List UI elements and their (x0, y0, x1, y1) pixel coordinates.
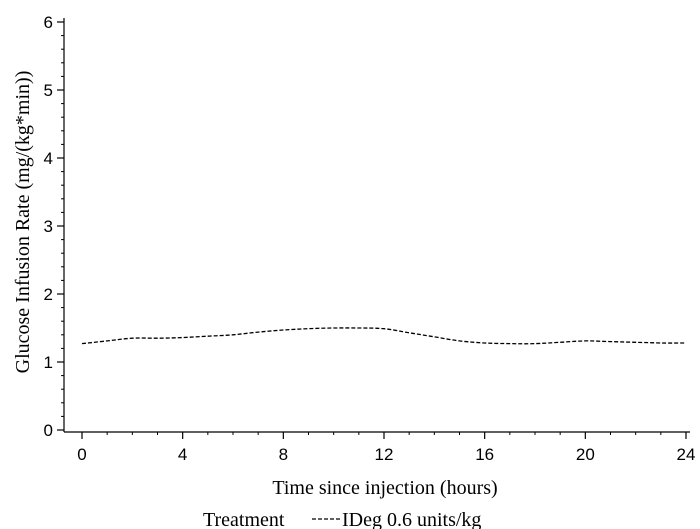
series-layer (81, 327, 687, 345)
x-tick-label: 12 (375, 445, 394, 464)
y-tick-label: 5 (44, 81, 53, 100)
legend-entry: IDeg 0.6 units/kg (342, 509, 481, 529)
legend: Treatment IDeg 0.6 units/kg (203, 509, 481, 529)
x-tick-label: 20 (576, 445, 595, 464)
x-tick-label: 24 (677, 445, 696, 464)
y-tick-label: 1 (44, 353, 53, 372)
series-line-0 (81, 327, 687, 345)
x-tick-label: 16 (475, 445, 494, 464)
y-axis-title: Glucose Infusion Rate (mg/(kg*min)) (12, 71, 34, 374)
y-axis-ticks: 0 1 2 3 4 5 6 (44, 13, 64, 440)
plot-area (63, 18, 690, 433)
y-tick-label: 3 (44, 217, 53, 236)
y-tick-label: 6 (44, 13, 53, 32)
y-tick-label: 0 (44, 421, 53, 440)
legend-title: Treatment (203, 509, 285, 529)
x-tick-label: 8 (279, 445, 288, 464)
x-axis-title: Time since injection (hours) (272, 477, 497, 499)
y-tick-label: 2 (44, 285, 53, 304)
x-axis-ticks: 0 4 8 12 16 20 24 (77, 432, 695, 464)
x-tick-label: 4 (178, 445, 187, 464)
y-tick-label: 4 (44, 149, 53, 168)
x-tick-label: 0 (77, 445, 86, 464)
